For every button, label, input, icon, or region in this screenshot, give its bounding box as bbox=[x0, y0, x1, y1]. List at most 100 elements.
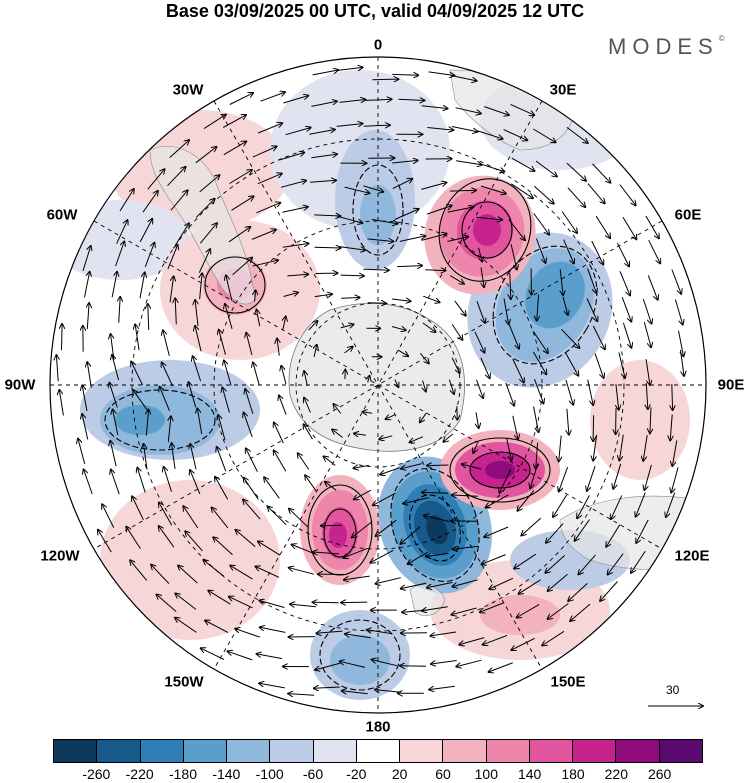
wind-vector bbox=[386, 414, 396, 419]
wind-vector bbox=[643, 321, 651, 347]
colorbar-segment bbox=[659, 740, 702, 762]
wind-vector bbox=[115, 242, 125, 267]
colorbar-tick-label: 260 bbox=[647, 766, 672, 782]
wind-vector bbox=[311, 154, 337, 159]
wind-vector bbox=[452, 495, 478, 496]
wind-vector bbox=[151, 565, 170, 584]
lon-label-30e: 30E bbox=[549, 81, 577, 99]
wind-vector bbox=[195, 147, 217, 164]
wind-vector bbox=[456, 659, 482, 666]
wind-vector bbox=[147, 169, 165, 190]
lon-label-120w: 120W bbox=[40, 547, 80, 565]
wind-vector bbox=[314, 345, 317, 358]
lon-label-180: 180 bbox=[365, 718, 391, 736]
wind-vector bbox=[561, 328, 579, 348]
wind-vector bbox=[508, 324, 519, 349]
wind-vector bbox=[499, 469, 512, 492]
wind-vector bbox=[480, 357, 490, 379]
wind-vector bbox=[279, 153, 304, 161]
wind-vector bbox=[426, 206, 452, 215]
wind-vectors bbox=[56, 67, 684, 695]
wind-vector bbox=[316, 631, 343, 633]
wind-vector bbox=[314, 247, 341, 248]
wind-vector bbox=[592, 325, 605, 349]
wind-vector bbox=[474, 331, 485, 353]
wind-vector bbox=[274, 423, 284, 444]
map-title: Base 03/09/2025 00 UTC, valid 04/09/2025… bbox=[165, 1, 585, 21]
anomaly-patch bbox=[330, 635, 390, 685]
wind-vector bbox=[503, 298, 509, 325]
wind-vector bbox=[451, 357, 460, 373]
wind-vector bbox=[553, 494, 568, 517]
wind-vector bbox=[199, 223, 217, 244]
wind-vector bbox=[372, 79, 398, 80]
wind-vector bbox=[506, 437, 512, 460]
wind-vector bbox=[257, 654, 283, 660]
wind-vector bbox=[174, 223, 189, 246]
wind-vector bbox=[410, 436, 424, 443]
wind-vector bbox=[565, 379, 573, 405]
wind-vector bbox=[290, 604, 316, 607]
wind-vector bbox=[193, 356, 202, 382]
wind-vector bbox=[671, 467, 679, 492]
wind-vector bbox=[429, 685, 455, 689]
wind-vector bbox=[380, 467, 400, 475]
wind-vector bbox=[397, 349, 408, 356]
wind-vector bbox=[190, 444, 197, 470]
wind-vector bbox=[195, 326, 202, 352]
wind-vector bbox=[451, 126, 478, 132]
wind-vector bbox=[341, 298, 359, 299]
wind-vector bbox=[399, 236, 425, 242]
wind-vector bbox=[566, 162, 586, 181]
lon-label-90e: 90E bbox=[717, 376, 745, 394]
wind-vector bbox=[392, 179, 413, 190]
lon-label-150e: 150E bbox=[550, 673, 586, 691]
wind-vector bbox=[568, 583, 588, 601]
map-border bbox=[49, 56, 707, 714]
wind-vector bbox=[489, 662, 513, 672]
wind-vector bbox=[666, 492, 676, 517]
colorbar-segment bbox=[54, 740, 98, 762]
wind-vector bbox=[159, 503, 173, 526]
wind-vector bbox=[647, 275, 657, 299]
wind-vector bbox=[363, 269, 389, 270]
wind-vector bbox=[424, 516, 450, 522]
wind-vector bbox=[645, 215, 659, 238]
wind-vector bbox=[230, 566, 253, 580]
wind-vector bbox=[259, 601, 285, 608]
contour-line bbox=[307, 484, 373, 576]
wind-vector bbox=[314, 294, 332, 297]
contour-line bbox=[390, 468, 480, 582]
wind-vector bbox=[98, 530, 112, 553]
wind-vector bbox=[565, 352, 579, 376]
wind-vector bbox=[560, 269, 563, 295]
wind-vector bbox=[476, 412, 479, 428]
wind-vector bbox=[243, 500, 261, 520]
wind-vector bbox=[422, 492, 449, 493]
wind-vector bbox=[280, 181, 306, 188]
wind-vector bbox=[561, 211, 577, 233]
wind-vector bbox=[203, 560, 225, 577]
wind-vector bbox=[606, 524, 621, 547]
wind-vector bbox=[533, 406, 539, 433]
wind-vector bbox=[376, 577, 401, 584]
wind-vector bbox=[480, 602, 505, 613]
wind-vector bbox=[621, 297, 631, 321]
wind-vector bbox=[256, 567, 280, 578]
wind-vector bbox=[340, 661, 366, 668]
wind-vector bbox=[480, 185, 506, 194]
wind-vector bbox=[144, 243, 154, 268]
wind-vector bbox=[577, 495, 590, 518]
wind-vector bbox=[401, 463, 423, 469]
wind-vector bbox=[324, 456, 336, 466]
wind-vector bbox=[535, 238, 545, 263]
wind-vector bbox=[304, 371, 307, 387]
wind-vector bbox=[453, 545, 479, 549]
wind-vector bbox=[645, 359, 650, 385]
wind-vector bbox=[455, 107, 481, 114]
wind-vector bbox=[110, 441, 117, 467]
colorbar-segment bbox=[573, 740, 617, 762]
wind-vector bbox=[644, 464, 652, 490]
wind-vector bbox=[484, 106, 509, 116]
anomaly-patch bbox=[473, 214, 501, 246]
